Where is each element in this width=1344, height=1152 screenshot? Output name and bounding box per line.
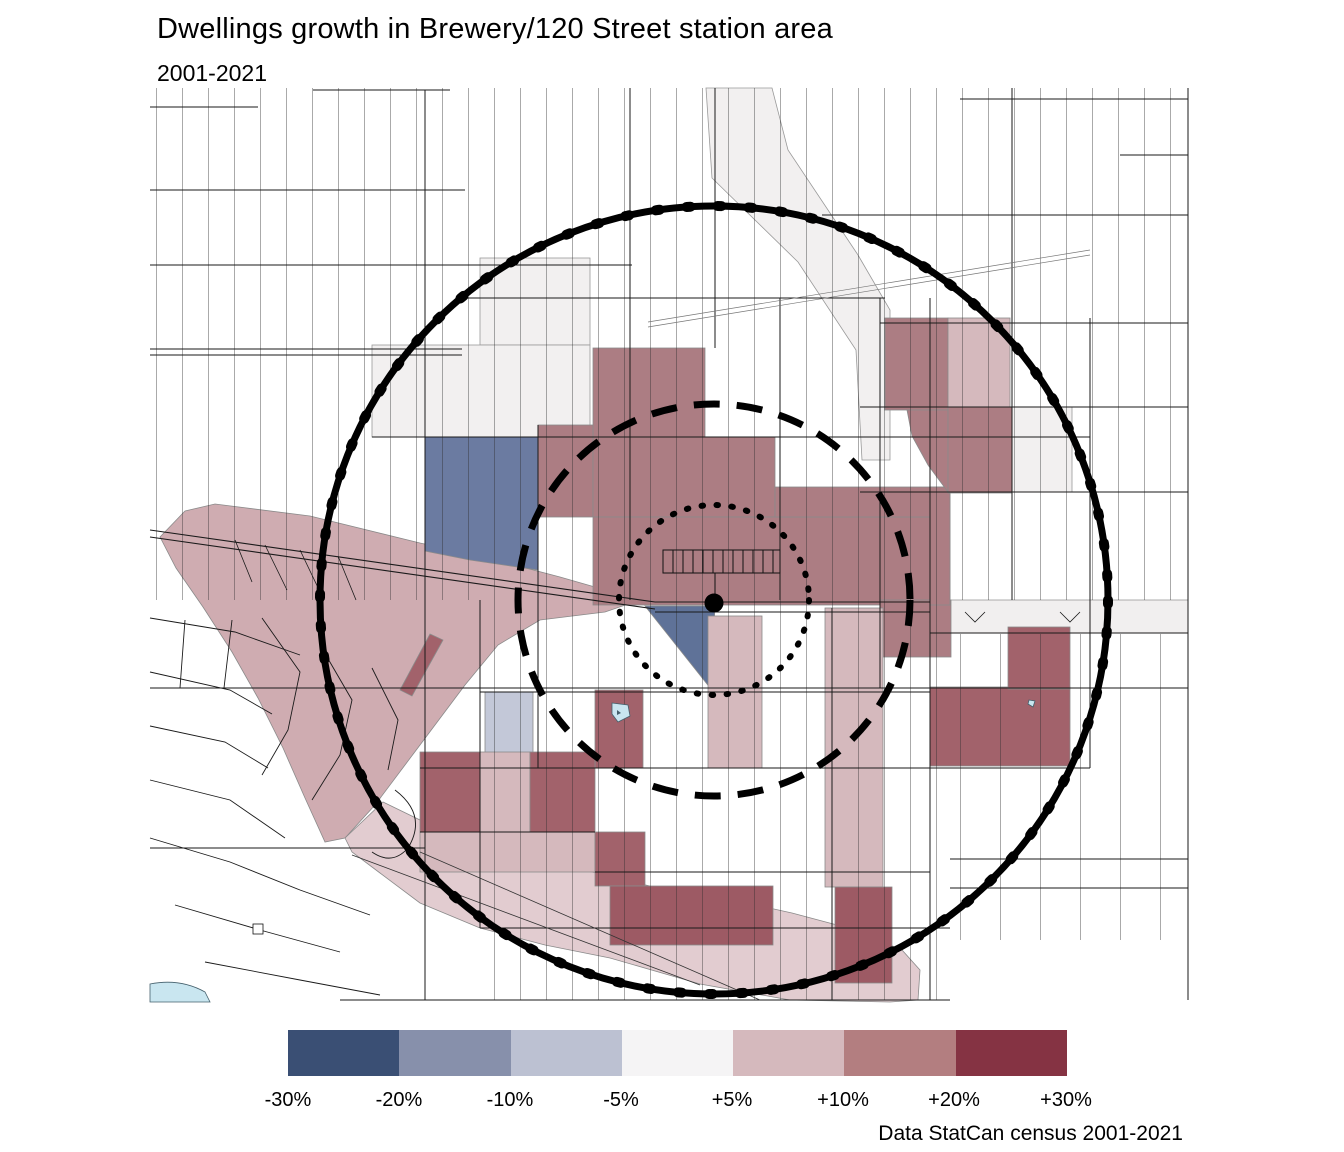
street-lines [149,88,1189,1001]
legend-label-5: +10% [817,1089,869,1111]
legend-label-0: -30% [264,1089,312,1111]
middle-buffer-circle [514,400,914,800]
legend-label-3: -5% [603,1089,639,1111]
legend-swatch-1 [399,1030,511,1076]
legend-swatch-5 [844,1030,956,1076]
data-source-caption: Data StatCan census 2001-2021 [878,1122,1183,1145]
pond-bottom-left [149,981,211,1003]
outer-buffer-texture [315,201,1113,999]
legend-label-1: -20% [375,1089,423,1111]
page-title: Dwellings growth in Brewery/120 Street s… [157,13,833,45]
legend-swatch-3 [621,1030,734,1076]
hut-square [252,923,264,935]
rowhouse-comb [662,549,781,598]
tract-rose-sliver [399,633,444,697]
legend-swatch-4 [733,1030,845,1076]
legend-label-2: -10% [486,1089,534,1111]
legend-swatch-2 [510,1030,622,1076]
water-ponds [149,699,1036,1003]
pond-small [611,702,631,723]
legend-swatch-0 [288,1030,400,1076]
buffer-circles [315,201,1113,999]
legend-colorbar [288,1030,1067,1076]
parcel-grid [150,88,1188,1000]
legend-label-4: +5% [711,1089,753,1111]
legend-label-6: +20% [928,1089,980,1111]
page-subtitle: 2001-2021 [157,60,267,86]
inner-buffer-circle [616,502,812,698]
legend-label-7: +30% [1040,1089,1092,1111]
pond-speck [1027,699,1036,708]
station-marker [704,593,724,613]
legend-swatch-6 [955,1030,1067,1076]
